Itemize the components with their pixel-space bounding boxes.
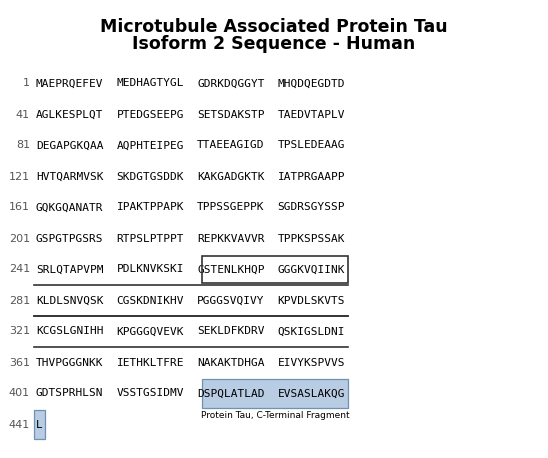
Text: RTPSLPTPPT: RTPSLPTPPT: [117, 234, 184, 244]
Text: SRLQTAPVPM: SRLQTAPVPM: [36, 265, 104, 274]
Text: DEGAPGKQAA: DEGAPGKQAA: [36, 141, 104, 151]
Text: AGLKESPLQT: AGLKESPLQT: [36, 109, 104, 120]
Text: 241: 241: [9, 265, 30, 274]
Text: Protein Tau, C-Terminal Fragment: Protein Tau, C-Terminal Fragment: [201, 411, 349, 420]
Text: 281: 281: [9, 295, 30, 305]
Text: SEKLDFKDRV: SEKLDFKDRV: [197, 327, 265, 337]
Text: KPGGGQVEVK: KPGGGQVEVK: [117, 327, 184, 337]
Text: KCGSLGNIHH: KCGSLGNIHH: [36, 327, 104, 337]
Text: TTAEEAGIGD: TTAEEAGIGD: [197, 141, 265, 151]
Text: IPAKTPPAPK: IPAKTPPAPK: [117, 202, 184, 213]
Text: SGDRSGYSSP: SGDRSGYSSP: [277, 202, 345, 213]
Text: CGSKDNIKHV: CGSKDNIKHV: [117, 295, 184, 305]
Text: VSSTGSIDMV: VSSTGSIDMV: [117, 388, 184, 398]
Text: SKDGTGSDDK: SKDGTGSDDK: [117, 171, 184, 181]
Text: MAEPRQEFEV: MAEPRQEFEV: [36, 78, 104, 88]
Text: GGGKVQIINK: GGGKVQIINK: [277, 265, 345, 274]
Text: EIVYKSPVVS: EIVYKSPVVS: [277, 358, 345, 367]
Text: TAEDVTAPLV: TAEDVTAPLV: [277, 109, 345, 120]
Text: 441: 441: [9, 420, 30, 430]
Text: KAKGADGKTK: KAKGADGKTK: [197, 171, 265, 181]
Text: HVTQARMVSK: HVTQARMVSK: [36, 171, 104, 181]
Text: AQPHTEIPEG: AQPHTEIPEG: [117, 141, 184, 151]
Text: Isoform 2 Sequence - Human: Isoform 2 Sequence - Human: [133, 35, 415, 53]
Text: PDLKNVKSKI: PDLKNVKSKI: [117, 265, 184, 274]
Text: DSPQLATLAD: DSPQLATLAD: [197, 388, 265, 398]
Bar: [202, 379, 348, 408]
Text: PGGGSVQIVY: PGGGSVQIVY: [197, 295, 265, 305]
Text: MEDHAGTYGL: MEDHAGTYGL: [117, 78, 184, 88]
Text: TPPKSPSSAK: TPPKSPSSAK: [277, 234, 345, 244]
Text: QSKIGSLDNI: QSKIGSLDNI: [277, 327, 345, 337]
Text: 1: 1: [23, 78, 30, 88]
Text: REPKKVAVVR: REPKKVAVVR: [197, 234, 265, 244]
Text: 401: 401: [9, 388, 30, 398]
Text: 81: 81: [16, 141, 30, 151]
Text: SETSDAKSTP: SETSDAKSTP: [197, 109, 265, 120]
Text: 201: 201: [9, 234, 30, 244]
Text: GDRKDQGGYT: GDRKDQGGYT: [197, 78, 265, 88]
Bar: [34, 410, 45, 439]
Text: MHQDQEGDTD: MHQDQEGDTD: [277, 78, 345, 88]
Text: 41: 41: [16, 109, 30, 120]
Text: NAKAKTDHGA: NAKAKTDHGA: [197, 358, 265, 367]
Text: L: L: [36, 420, 43, 430]
Text: 161: 161: [9, 202, 30, 213]
Text: TPSLEDEAAG: TPSLEDEAAG: [277, 141, 345, 151]
Text: EVSASLAKQG: EVSASLAKQG: [277, 388, 345, 398]
Text: KLDLSNVQSK: KLDLSNVQSK: [36, 295, 104, 305]
Text: TPPSSGEPPK: TPPSSGEPPK: [197, 202, 265, 213]
Text: Microtubule Associated Protein Tau: Microtubule Associated Protein Tau: [100, 18, 448, 36]
Bar: [202, 256, 348, 283]
Text: IATPRGAAPP: IATPRGAAPP: [277, 171, 345, 181]
Text: GDTSPRHLSN: GDTSPRHLSN: [36, 388, 104, 398]
Text: GSTENLKHQP: GSTENLKHQP: [197, 265, 265, 274]
Text: KPVDLSKVTS: KPVDLSKVTS: [277, 295, 345, 305]
Text: 121: 121: [9, 171, 30, 181]
Text: GQKGQANATR: GQKGQANATR: [36, 202, 104, 213]
Text: 321: 321: [9, 327, 30, 337]
Text: PTEDGSEEPG: PTEDGSEEPG: [117, 109, 184, 120]
Text: GSPGTPGSRS: GSPGTPGSRS: [36, 234, 104, 244]
Text: IETHKLTFRE: IETHKLTFRE: [117, 358, 184, 367]
Text: THVPGGGNKK: THVPGGGNKK: [36, 358, 104, 367]
Text: 361: 361: [9, 358, 30, 367]
